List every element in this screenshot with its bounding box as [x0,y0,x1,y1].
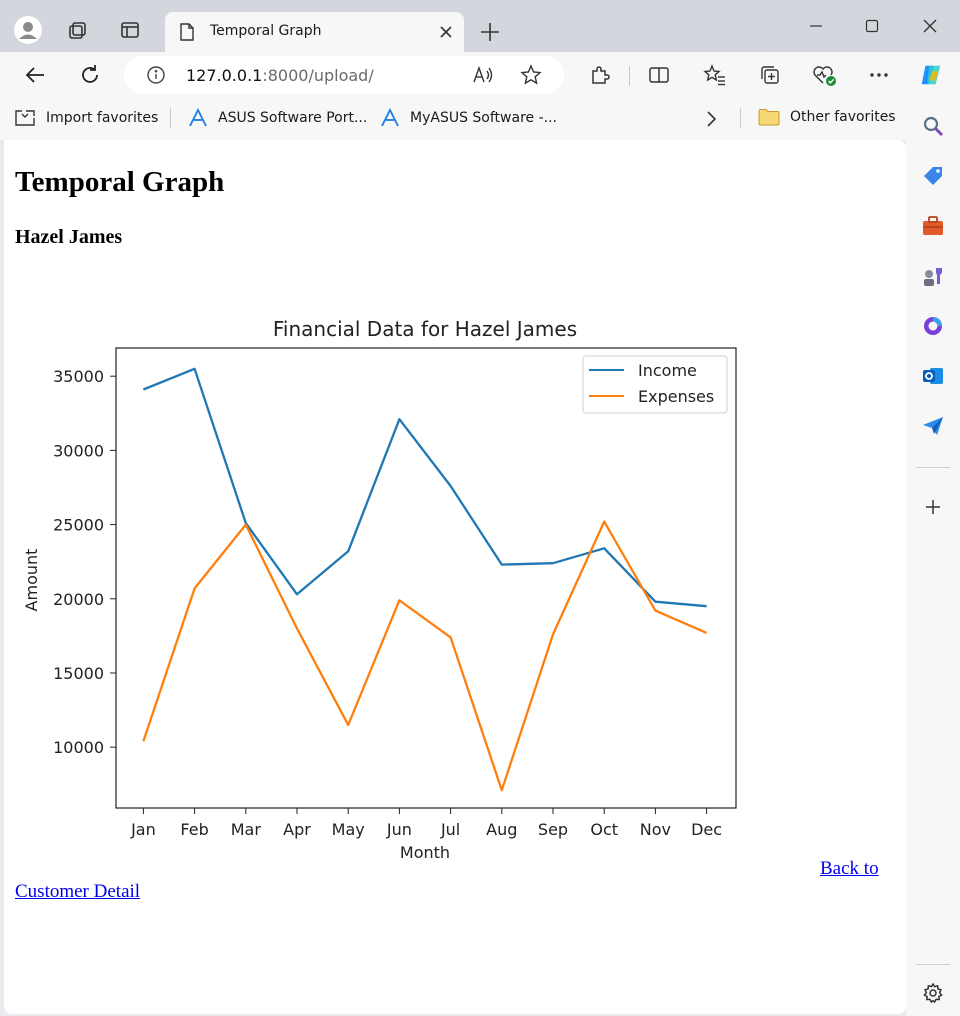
games-icon[interactable] [920,263,946,289]
customer-name: Hazel James [15,226,123,248]
x-tick-label: Sep [538,820,568,839]
x-tick-label: Apr [283,820,311,839]
close-window-icon[interactable] [916,12,944,40]
minimize-icon[interactable] [802,12,830,40]
page-content: Temporal Graph Hazel James Financial Dat… [4,140,906,1014]
address-bar[interactable]: 127.0.0.1:8000/upload/ [124,56,564,94]
favorite-star-icon[interactable] [520,64,542,86]
favorite-asus-software-portal[interactable]: ASUS Software Port... [188,108,367,128]
split-screen-icon[interactable] [646,62,672,88]
import-icon [15,110,35,126]
search-icon[interactable] [920,113,946,139]
back-to-link[interactable]: Back to [820,858,879,879]
toolbar-separator [629,66,630,86]
tools-icon[interactable] [920,213,946,239]
series-line-income [142,367,707,608]
maximize-icon[interactable] [858,12,886,40]
profile-icon[interactable] [12,14,44,46]
sidebar-separator [916,467,950,468]
legend: Income Expenses [582,355,728,414]
favorites-bar: Import favorites ASUS Software Port... M… [0,98,960,140]
y-axis-label: Amount [22,549,41,612]
x-axis-label: Month [400,843,450,860]
collections-icon[interactable] [757,62,783,88]
x-tick-label: Nov [640,820,671,839]
y-tick-label: 15000 [53,664,104,683]
y-tick-label: 20000 [53,590,104,609]
financial-chart: Financial Data for Hazel James 10000 1500… [22,317,737,860]
y-tick-label: 30000 [53,441,104,460]
add-icon[interactable] [920,494,946,520]
series-line-expenses [142,520,708,792]
gear-icon[interactable] [920,980,946,1006]
toolbar: 127.0.0.1:8000/upload/ [0,52,960,98]
tab-actions-icon[interactable] [114,14,146,46]
asus-icon [381,108,399,127]
info-icon[interactable] [146,65,166,85]
tab-title: Temporal Graph [210,23,322,39]
y-tick-label: 25000 [53,516,104,535]
favorites-icon[interactable] [702,62,728,88]
tab-temporal-graph[interactable]: Temporal Graph [165,12,464,52]
x-tick-label: Jan [130,820,156,839]
refresh-icon[interactable] [77,62,103,88]
microsoft-365-icon[interactable] [920,313,946,339]
chevron-right-icon[interactable] [703,110,719,128]
favorite-import[interactable]: Import favorites [14,108,158,128]
close-icon[interactable] [438,24,454,40]
outlook-icon[interactable] [920,363,946,389]
back-icon[interactable] [22,62,48,88]
browser-essentials-icon[interactable] [811,62,837,88]
plot-area [115,347,737,809]
favorites-separator [170,108,171,128]
other-favorites[interactable]: Other favorites [758,108,896,126]
y-tick-label: 35000 [53,367,104,386]
x-tick-label: Jun [386,820,412,839]
x-tick-label: Jul [440,820,460,839]
read-aloud-icon[interactable] [472,65,494,85]
x-tick-label: Aug [486,820,517,839]
edge-sidebar [906,98,960,1016]
x-tick-label: Mar [231,820,262,839]
url-text: 127.0.0.1:8000/upload/ [186,66,374,85]
asus-icon [189,108,207,127]
extensions-icon[interactable] [587,62,613,88]
sidebar-separator [916,964,950,965]
send-icon[interactable] [920,413,946,439]
workspaces-icon[interactable] [62,14,94,46]
favorites-separator [740,108,741,128]
chart-title: Financial Data for Hazel James [273,317,577,341]
page-title: Temporal Graph [15,166,225,198]
folder-icon [758,109,780,126]
legend-income-label: Income [638,361,697,380]
x-tick-label: Dec [691,820,722,839]
shopping-tag-icon[interactable] [920,163,946,189]
new-tab-icon[interactable] [476,18,504,46]
customer-detail-link[interactable]: Customer Detail [15,881,141,902]
x-tick-label: Feb [180,820,208,839]
title-bar: Temporal Graph [0,0,960,52]
x-tick-label: Oct [590,820,618,839]
more-icon[interactable] [866,62,892,88]
legend-expenses-label: Expenses [638,387,714,406]
x-tick-label: May [332,820,365,839]
favorite-myasus-software[interactable]: MyASUS Software -... [380,108,557,128]
page-icon [180,23,194,41]
y-tick-label: 10000 [53,738,104,757]
copilot-icon[interactable] [918,62,944,88]
